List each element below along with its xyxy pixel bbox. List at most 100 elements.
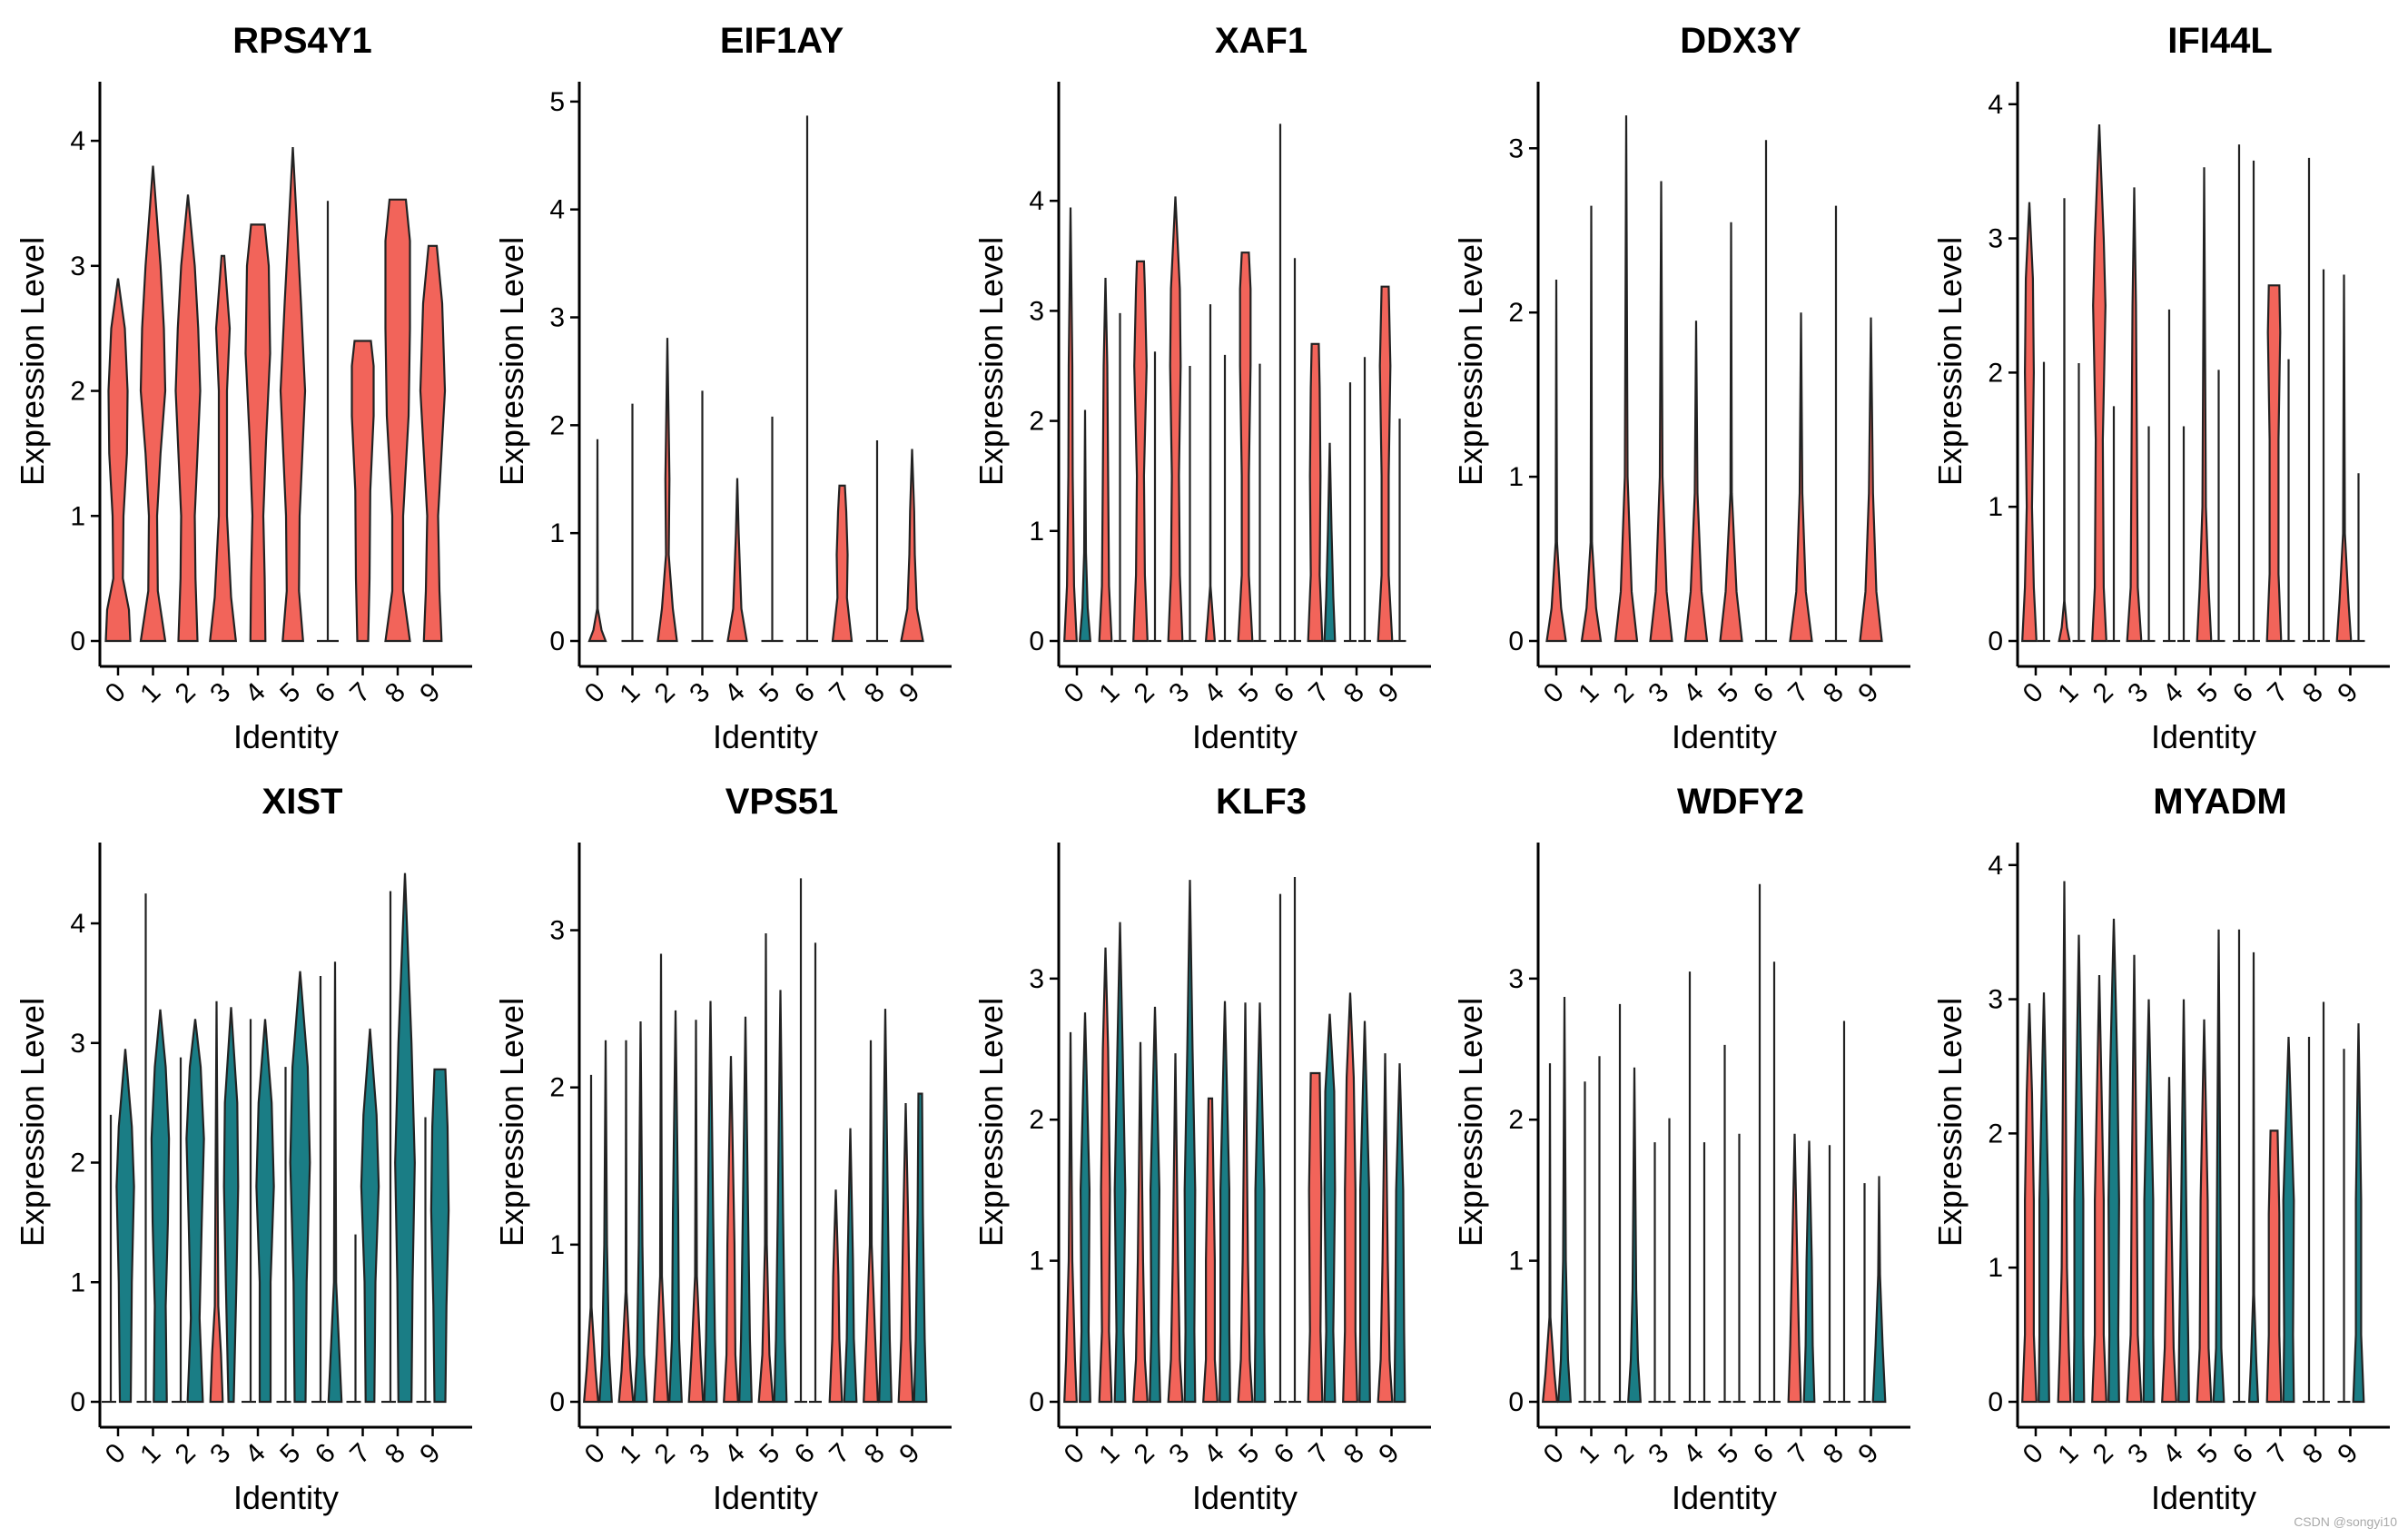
x-tick-label: 6 (789, 1438, 821, 1470)
x-tick-label: 9 (414, 677, 446, 709)
violin-group-6 (1274, 876, 1301, 1404)
y-axis-label: Expression Level (493, 998, 530, 1247)
violin-group-4 (1204, 304, 1231, 643)
violin-teal (327, 961, 343, 1404)
x-tick-label: 4 (1199, 677, 1230, 709)
violin-group-3 (209, 1001, 240, 1404)
violin-red (900, 449, 924, 643)
violin-red (656, 338, 678, 643)
x-tick-label: 9 (893, 677, 925, 709)
violin-red (757, 932, 775, 1404)
violin-group-3 (691, 390, 714, 643)
y-tick-label: 3 (1029, 296, 1044, 326)
violin-teal (360, 1028, 380, 1404)
violin-teal (2212, 929, 2225, 1404)
violin-red (2091, 974, 2107, 1404)
x-tick-label: 0 (1059, 677, 1091, 709)
y-tick-label: 1 (1029, 517, 1044, 547)
x-tick-label: 9 (1373, 677, 1405, 709)
violin-red (1789, 312, 1813, 643)
violin-group-6 (2233, 929, 2260, 1404)
violin-red (1204, 304, 1217, 643)
x-tick-label: 4 (2157, 677, 2189, 709)
y-axis-label: Expression Level (1452, 998, 1489, 1247)
violin-teal (598, 1040, 613, 1404)
x-tick-label: 0 (1538, 677, 1570, 709)
violin-red (244, 223, 271, 643)
y-axis-label: Expression Level (493, 237, 530, 486)
x-tick-label: 2 (649, 1438, 681, 1470)
violin-teal (913, 1092, 928, 1404)
x-axis-label: Identity (713, 1479, 818, 1516)
violin-group-8 (866, 439, 888, 643)
violin-red (1787, 1133, 1802, 1404)
violin-teal (1557, 996, 1572, 1404)
violin-group-7 (346, 1028, 380, 1404)
violin-group-7 (1787, 1133, 1816, 1404)
violin-group-1 (1098, 277, 1127, 643)
violin-teal (1323, 442, 1337, 643)
violin-red (2021, 1002, 2038, 1404)
violin-group-4 (723, 1016, 753, 1404)
violin-group-5 (2196, 167, 2225, 643)
violin-red (1719, 222, 1743, 643)
violin-group-8 (384, 198, 411, 643)
violin-red (2058, 198, 2071, 643)
violin-group-1 (139, 165, 167, 643)
x-tick-label: 1 (134, 1438, 166, 1470)
watermark: CSDN @songyi10 (2294, 1514, 2397, 1529)
x-axis-label: Identity (233, 1479, 339, 1516)
panel-title: IFI44L (2167, 21, 2273, 61)
violin-red (831, 484, 854, 643)
x-tick-label: 1 (2052, 1438, 2084, 1470)
violin-group-9 (1377, 285, 1406, 643)
violin-group-8 (1825, 205, 1847, 643)
violin-group-7 (828, 1128, 858, 1404)
violin-group-9 (900, 449, 924, 643)
violin-teal (394, 873, 416, 1404)
violin-red (1541, 1063, 1559, 1404)
x-tick-label: 3 (204, 1438, 236, 1470)
y-axis-label: Expression Level (1452, 237, 1489, 486)
y-tick-label: 0 (549, 626, 565, 656)
x-tick-label: 3 (2122, 677, 2154, 709)
y-tick-label: 3 (1508, 964, 1524, 994)
violin-red (863, 1040, 879, 1404)
violin-red (2057, 881, 2072, 1404)
violin-group-5 (761, 416, 784, 643)
x-axis-label: Identity (233, 718, 339, 755)
x-tick-label: 0 (2018, 677, 2049, 709)
violin-red (1098, 947, 1113, 1404)
y-tick-label: 0 (70, 626, 85, 656)
violin-red (1132, 1041, 1149, 1404)
violin-teal (115, 1049, 135, 1404)
y-tick-label: 1 (1508, 462, 1524, 492)
violin-group-1 (1578, 1056, 1606, 1404)
violin-group-2 (656, 338, 678, 643)
y-tick-label: 1 (70, 1267, 85, 1297)
x-tick-label: 2 (649, 677, 681, 709)
y-tick-label: 1 (1988, 1253, 2003, 1283)
x-tick-label: 5 (1233, 1438, 1265, 1470)
x-tick-label: 4 (240, 677, 271, 709)
x-tick-label: 2 (2087, 1438, 2119, 1470)
violin-red (2196, 167, 2213, 643)
violin-teal (668, 1010, 683, 1404)
x-tick-label: 1 (1573, 677, 1604, 709)
violin-group-9 (897, 1092, 928, 1404)
violin-teal (703, 1001, 718, 1404)
y-tick-label: 0 (1508, 1387, 1524, 1417)
y-tick-label: 2 (1029, 407, 1044, 437)
x-tick-label: 2 (2087, 677, 2119, 709)
panel-title: XAF1 (1215, 21, 1308, 61)
y-tick-label: 4 (1029, 186, 1044, 216)
x-tick-label: 1 (1093, 677, 1125, 709)
x-tick-label: 4 (240, 1438, 271, 1470)
violin-group-5 (1718, 1044, 1746, 1404)
violin-group-3 (209, 254, 238, 643)
y-tick-label: 4 (1988, 851, 2003, 881)
violin-red (1063, 1031, 1078, 1404)
